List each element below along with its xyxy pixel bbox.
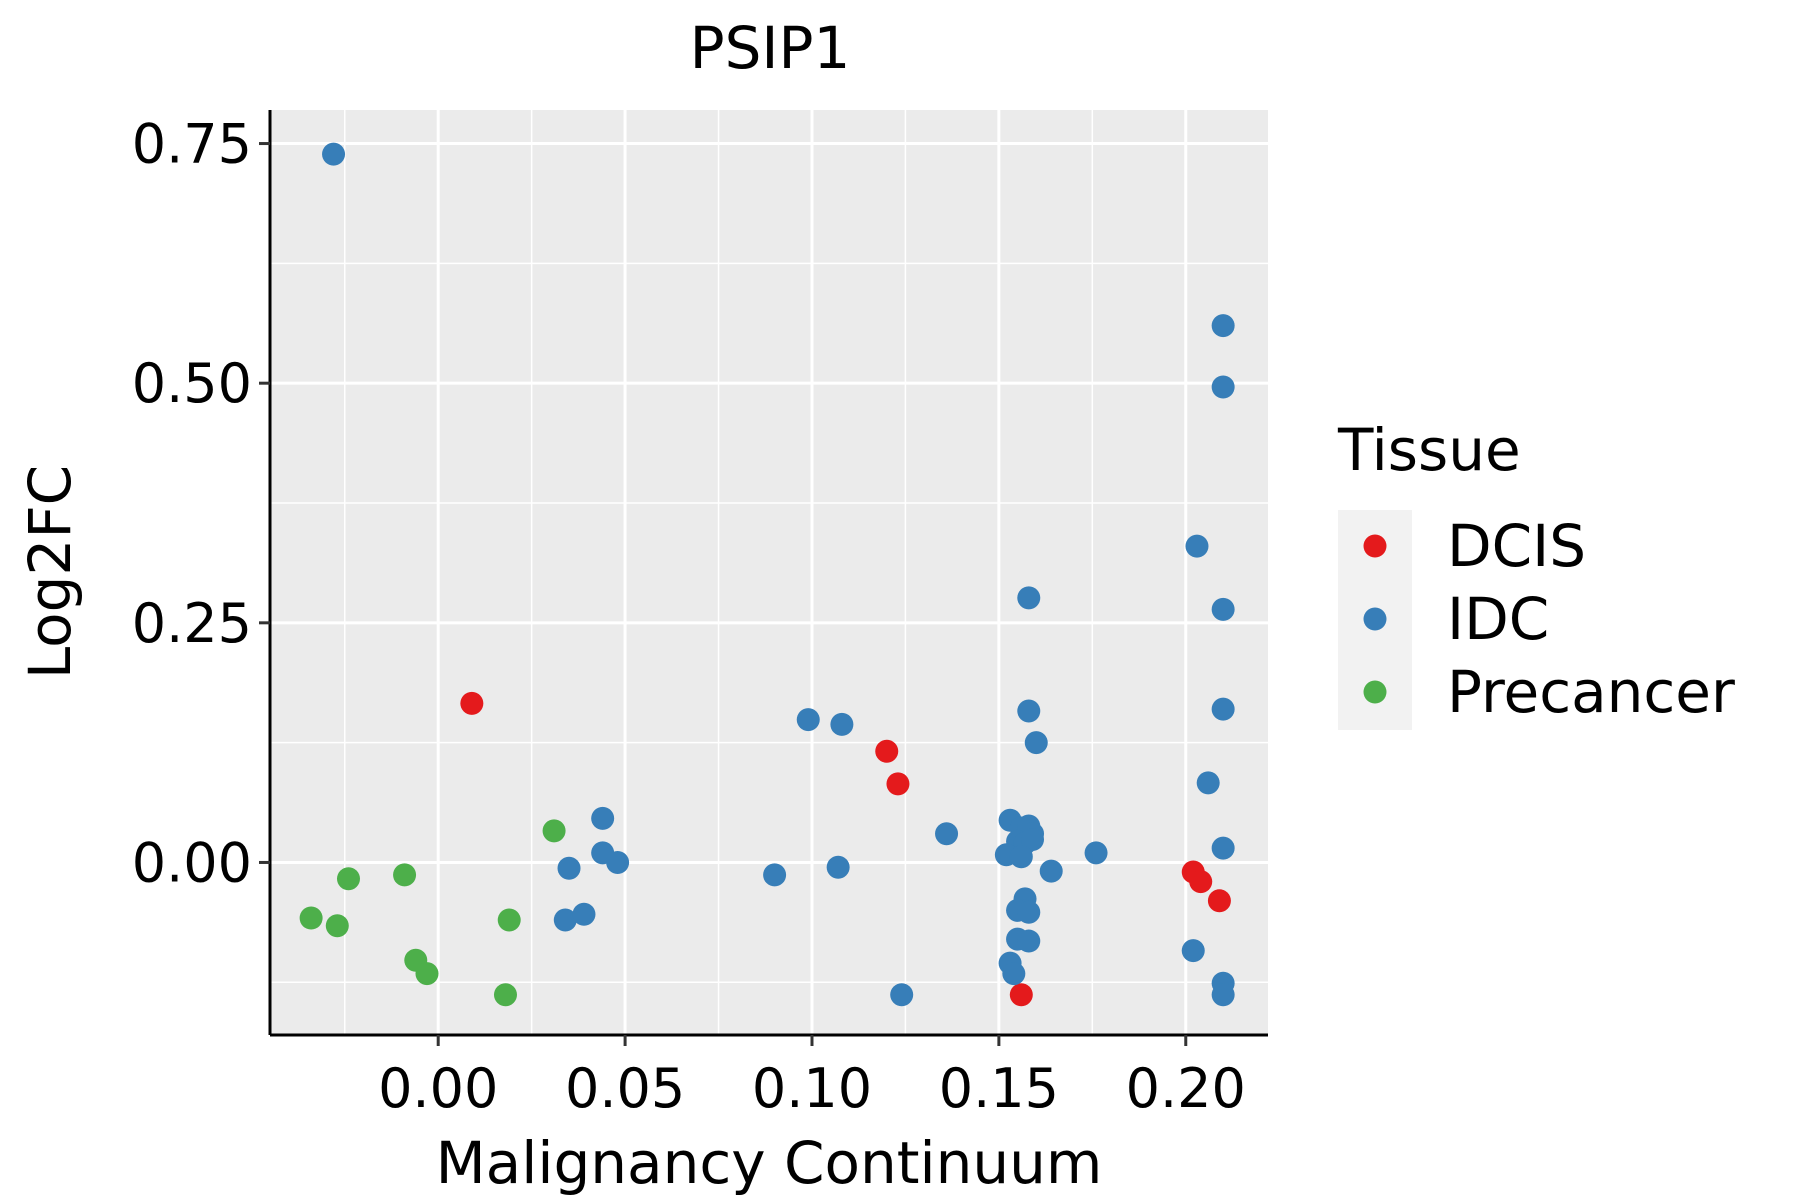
point-dcis [460, 691, 484, 715]
point-precancer [336, 867, 360, 891]
point-idc [322, 142, 346, 166]
point-idc [1211, 697, 1235, 721]
point-precancer [497, 908, 521, 932]
legend-label-dcis: DCIS [1447, 512, 1586, 580]
x-tick-label: 0.05 [565, 1057, 685, 1120]
point-idc [1211, 314, 1235, 338]
point-idc [1021, 827, 1045, 851]
point-precancer [325, 914, 349, 938]
x-axis-ticks: 0.00 0.05 0.10 0.15 0.20 [378, 1035, 1246, 1120]
point-idc [1002, 962, 1026, 986]
point-idc [1084, 841, 1108, 865]
point-idc [1211, 597, 1235, 621]
point-idc [826, 855, 850, 879]
point-precancer [415, 962, 439, 986]
point-idc [1181, 939, 1205, 963]
point-precancer [542, 819, 566, 843]
point-idc [1017, 929, 1041, 953]
x-axis-label: Malignancy Continuum [436, 1129, 1103, 1197]
point-idc [935, 822, 959, 846]
x-tick-label: 0.10 [752, 1057, 872, 1120]
x-tick-label: 0.20 [1126, 1057, 1246, 1120]
point-precancer [299, 906, 323, 930]
point-idc [1211, 983, 1235, 1007]
point-idc [553, 908, 577, 932]
point-idc [1017, 900, 1041, 924]
point-precancer [393, 863, 417, 887]
legend-key-idc [1363, 607, 1387, 631]
point-precancer [493, 983, 517, 1007]
point-idc [1024, 731, 1048, 755]
point-idc [890, 983, 914, 1007]
data-points [299, 142, 1235, 1007]
point-idc [1009, 845, 1033, 869]
grid-major [270, 110, 1268, 1035]
point-dcis [875, 739, 899, 763]
y-tick-label: 0.00 [132, 831, 252, 894]
y-tick-label: 0.25 [132, 592, 252, 655]
y-axis-label: Log2FC [16, 465, 84, 679]
point-dcis [1009, 983, 1033, 1007]
chart-title: PSIP1 [690, 14, 851, 82]
point-idc [1211, 836, 1235, 860]
legend-label-idc: IDC [1447, 585, 1549, 653]
legend-key-dcis [1363, 534, 1387, 558]
x-tick-label: 0.00 [378, 1057, 498, 1120]
legend-key-precancer [1363, 680, 1387, 704]
plot-panel [270, 110, 1268, 1035]
grid-minor [270, 110, 1268, 1035]
point-dcis [1207, 889, 1231, 913]
legend-title: Tissue [1337, 416, 1521, 484]
point-idc [830, 712, 854, 736]
point-idc [1039, 859, 1063, 883]
x-tick-label: 0.15 [939, 1057, 1059, 1120]
y-axis-ticks: 0.00 0.25 0.50 0.75 [132, 113, 270, 894]
point-idc [763, 863, 787, 887]
point-idc [1211, 375, 1235, 399]
point-idc [1017, 699, 1041, 723]
point-idc [1185, 534, 1209, 558]
point-idc [1196, 771, 1220, 795]
y-tick-label: 0.75 [132, 113, 252, 176]
point-idc [606, 850, 630, 874]
point-idc [557, 856, 581, 880]
legend-label-precancer: Precancer [1447, 658, 1735, 726]
point-idc [572, 902, 596, 926]
point-idc [591, 806, 615, 830]
point-idc [796, 708, 820, 732]
y-tick-label: 0.50 [132, 352, 252, 415]
point-dcis [1189, 870, 1213, 894]
point-dcis [886, 772, 910, 796]
point-idc [1017, 586, 1041, 610]
